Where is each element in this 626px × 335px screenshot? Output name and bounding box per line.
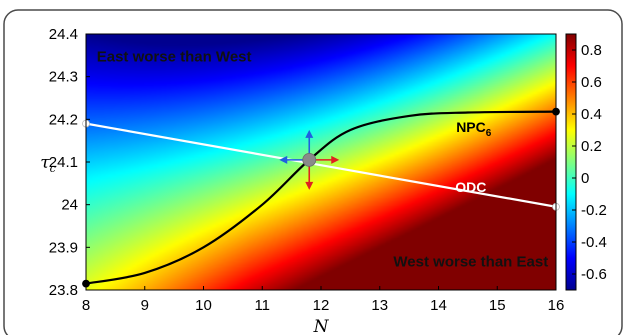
region-label: West worse than East: [393, 254, 548, 271]
y-tick-label: 24.1: [49, 154, 78, 171]
y-tick-label: 24: [61, 197, 78, 214]
y-tick-label: 24.4: [49, 26, 78, 43]
x-tick-label: 11: [254, 297, 270, 314]
odc-curve: [86, 122, 556, 208]
x-tick-label: 15: [489, 297, 506, 314]
colorbar-tick-label: 0.4: [581, 106, 602, 123]
colorbar-tick-label: 0.6: [581, 74, 602, 91]
x-tick-label: 8: [82, 297, 90, 314]
odc-label: ODC: [455, 179, 486, 195]
y-axis: 23.8 23.9 24 24.1 24.2 24.3 24.4: [49, 26, 90, 299]
colorbar-tick-label: -0.6: [581, 266, 607, 283]
x-tick-label: 13: [371, 297, 388, 314]
x-tick-label: 10: [195, 297, 212, 314]
x-tick-label: 14: [430, 297, 447, 314]
x-tick-label: 16: [548, 297, 565, 314]
region-label: East worse than West: [97, 49, 252, 66]
colorbar-tick-label: -0.2: [581, 202, 607, 219]
x-axis: 8 9 10 11 12 13 14 15 16: [82, 286, 565, 314]
colorbar-tick-label: 0.8: [581, 42, 602, 59]
x-axis-label: N: [313, 317, 330, 335]
y-tick-label: 23.8: [49, 282, 78, 299]
x-tick-label: 12: [313, 297, 330, 314]
npc-label: NPC6: [456, 119, 492, 139]
heatmap-field: [86, 34, 556, 290]
colorbar-tick-label: 0.2: [581, 138, 602, 155]
colorbar: [565, 33, 577, 291]
y-tick-label: 23.9: [49, 239, 78, 256]
colorbar-tick-label: 0: [581, 170, 589, 187]
y-tick-label: 24.2: [49, 111, 78, 128]
intersection-point: [302, 152, 317, 167]
y-tick-label: 24.3: [49, 69, 78, 86]
colorbar-tick-label: -0.4: [581, 234, 607, 251]
x-tick-label: 9: [141, 297, 149, 314]
colorbar-ticks: 0.8 0.6 0.4 0.2 0 -0.2 -0.4 -0.6: [572, 42, 607, 283]
annotation-layer: East worse than West West worse than East…: [97, 49, 548, 271]
y-axis-label: τc: [40, 153, 56, 175]
